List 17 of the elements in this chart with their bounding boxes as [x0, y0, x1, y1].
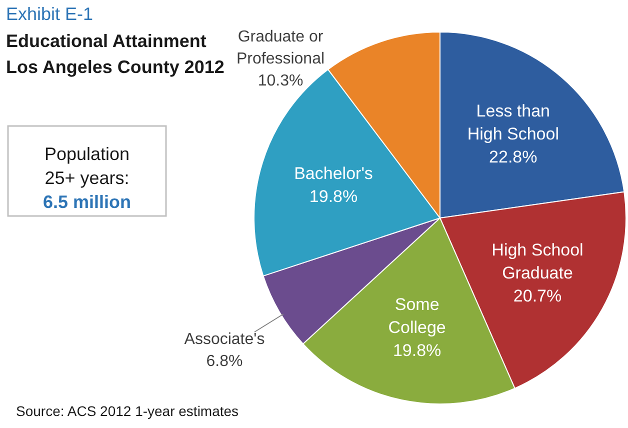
data-label: 19.8% [309, 187, 358, 206]
data-label: 10.3% [258, 72, 304, 90]
data-label: 19.8% [392, 341, 442, 360]
slice-label: High School Graduate [492, 240, 584, 282]
slice-label: Some College [388, 295, 446, 338]
source-note: Source: ACS 2012 1-year estimates [16, 403, 239, 419]
chart-title: Exhibit E-1 [6, 4, 94, 24]
data-label: 6.8% [206, 353, 243, 370]
slice-label: Bachelor's [294, 164, 373, 184]
data-label: 20.7% [513, 286, 562, 306]
slice-label: Associate's [184, 331, 265, 348]
data-label: 22.8% [489, 148, 538, 167]
text: 6.5 million [42, 192, 132, 212]
text: Educational Attainment Los Angeles County 2012 [6, 31, 224, 77]
slice-label: Less than High School [467, 102, 559, 144]
slice-label: Graduate or Professional [236, 28, 325, 68]
text: Population 25+ years: [44, 144, 130, 188]
